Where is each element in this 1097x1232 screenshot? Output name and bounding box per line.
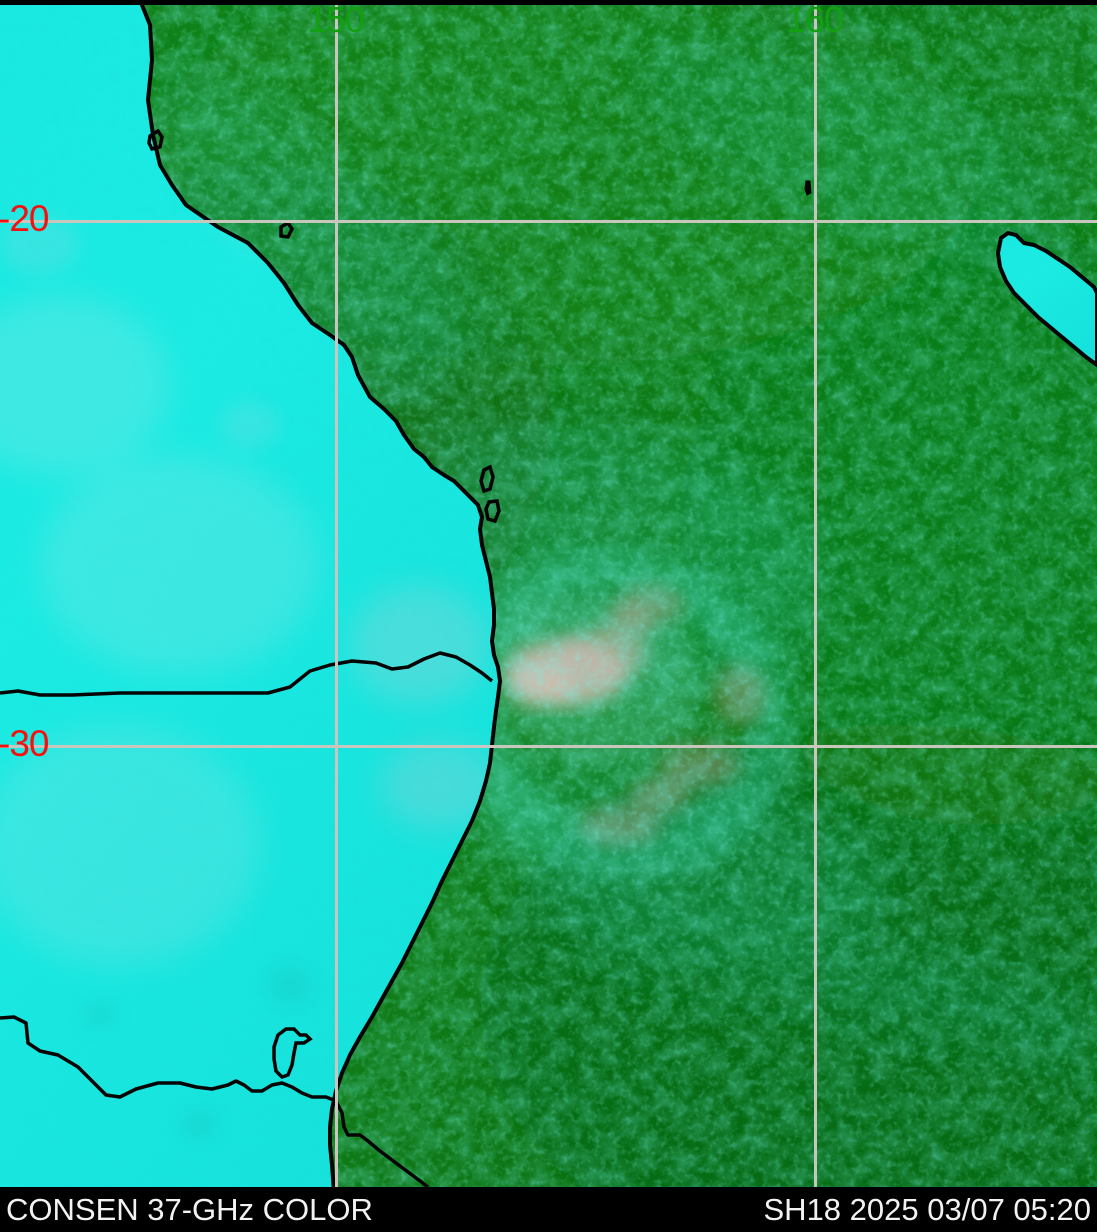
storm-timestamp-label: SH18 2025 03/07 05:20 (763, 1192, 1092, 1227)
top-border (0, 0, 1097, 5)
caption-bar: CONSEN 37-GHz COLOR SH18 2025 03/07 05:2… (0, 1187, 1097, 1232)
microwave-raster (0, 5, 1097, 1187)
satellite-imagery-canvas (0, 5, 1097, 1187)
image-grain (0, 5, 1097, 1187)
product-label: CONSEN 37-GHz COLOR (6, 1192, 373, 1227)
